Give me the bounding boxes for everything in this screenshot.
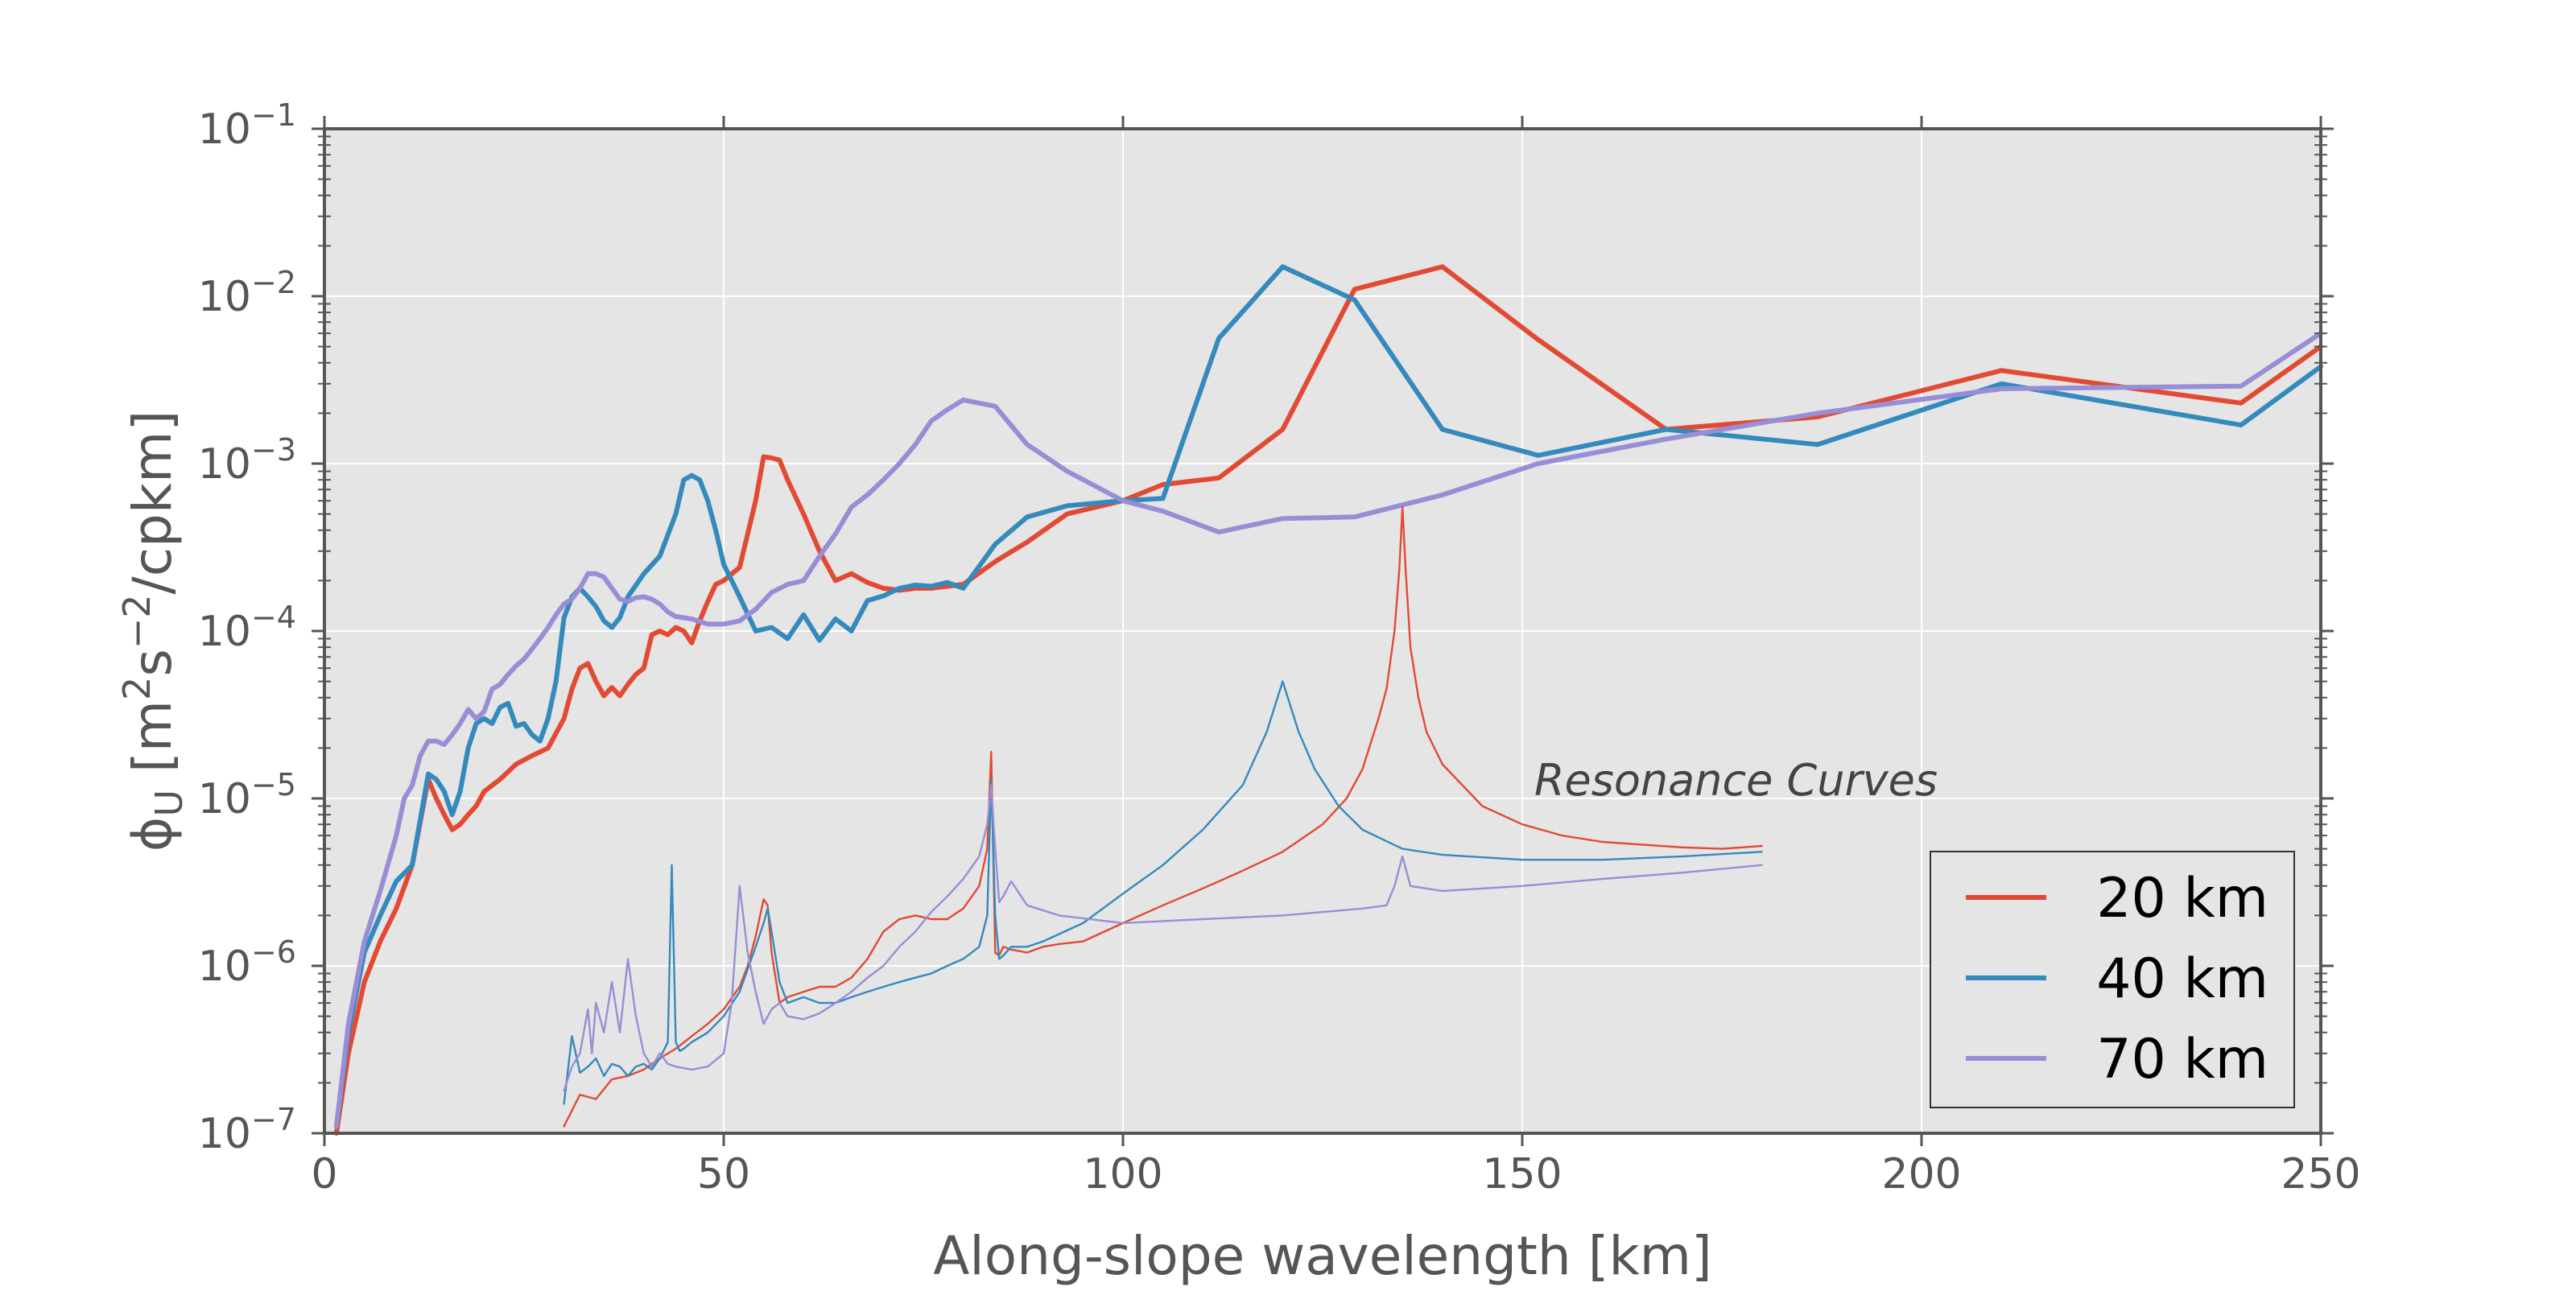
x-tick-label: 50 bbox=[697, 1150, 750, 1198]
y-axis-label: ϕU [m2s−2/cpkm] bbox=[115, 410, 191, 852]
ticks: 0 50 100 150 200 250 10−1 10−2 10−3 10−4 10−5 10−6 1… bbox=[198, 97, 2361, 1198]
x-tick-label: 200 bbox=[1881, 1150, 1961, 1198]
legend-label: 70 km bbox=[2096, 1028, 2268, 1091]
x-tick-label: 150 bbox=[1482, 1150, 1562, 1198]
series-line-spectrum-70-km bbox=[333, 331, 2323, 1129]
y-tick-label: 10−5 bbox=[198, 767, 296, 823]
y-tick-label: 10−4 bbox=[198, 600, 296, 656]
series-line-resonance-70-km bbox=[563, 784, 1763, 1092]
legend-label: 20 km bbox=[2096, 867, 2268, 930]
x-tick-label: 250 bbox=[2281, 1150, 2360, 1198]
y-tick-label: 10−2 bbox=[198, 265, 296, 321]
y-tick-label: 10−1 bbox=[198, 97, 296, 154]
y-tick-label: 10−7 bbox=[198, 1102, 296, 1158]
y-tick-label: 10−6 bbox=[198, 934, 296, 991]
annotation-resonance-curves: Resonance Curves bbox=[1534, 755, 1938, 806]
series-line-resonance-40-km bbox=[563, 680, 1763, 1105]
x-tick-label: 0 bbox=[311, 1150, 337, 1198]
x-tick-label: 100 bbox=[1083, 1150, 1162, 1198]
x-axis-label: Along-slope wavelength [km] bbox=[933, 1225, 1711, 1287]
series-line-spectrum-40-km bbox=[333, 264, 2323, 1129]
legend-label: 40 km bbox=[2096, 947, 2268, 1011]
y-tick-label: 10−3 bbox=[198, 432, 296, 489]
series-layer bbox=[333, 264, 2323, 1136]
legend: 20 km 40 km 70 km bbox=[1930, 851, 2295, 1108]
